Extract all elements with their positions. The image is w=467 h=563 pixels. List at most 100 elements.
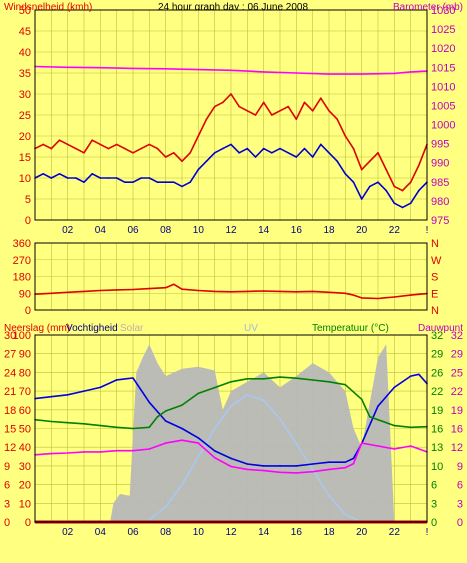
point-dewpoint-5 <box>115 449 118 452</box>
point-temperature-11 <box>197 392 200 395</box>
dewpoint-axis-title: Dauwpunt <box>418 323 463 334</box>
y-right-tick-temp_humidity-10: 32 <box>431 330 443 342</box>
point-gust-39 <box>352 147 355 150</box>
point-wind_avg-45 <box>401 206 404 209</box>
point-wind_avg-22 <box>213 152 216 154</box>
point-humidity-18 <box>328 461 330 464</box>
point-wind_avg-8 <box>99 177 102 179</box>
point-dewpoint-20 <box>352 462 355 465</box>
point-gust-46 <box>409 181 412 183</box>
point-dewpoint-17 <box>311 470 314 473</box>
point-dewpoint-9 <box>181 439 183 442</box>
point-direction-20 <box>344 292 347 295</box>
y-right-tick-wind_pressure-6: 1005 <box>431 100 455 112</box>
point-humidity-11 <box>213 450 216 452</box>
x-tick-temp_humidity-0: 02 <box>62 527 74 538</box>
y-left-tick-temp_humidity-2: 20 <box>19 480 31 492</box>
x-tick-wind_pressure-11: ! <box>426 225 429 236</box>
y-right-tick-temp_humidity-2: 6 <box>431 480 437 492</box>
point-dewpoint-24 <box>409 445 412 447</box>
series-solar-area <box>35 344 427 522</box>
point-direction-16 <box>279 290 281 293</box>
y-rain-tick-2: 6 <box>4 480 10 492</box>
point-temperature-14 <box>246 378 249 380</box>
point-gust-29 <box>271 114 273 116</box>
point-humidity-13 <box>246 463 249 465</box>
point-wind_avg-34 <box>311 156 314 158</box>
point-uv-7 <box>262 399 265 402</box>
y-right-tick-wind_pressure-8: 1015 <box>431 62 455 74</box>
point-wind_avg-15 <box>156 181 159 183</box>
y-right-alt-tick-9: 29 <box>451 349 463 361</box>
x-tick-temp_humidity-3: 08 <box>160 527 172 538</box>
point-pressure-7 <box>262 71 265 73</box>
y-left-tick-wind_pressure-9: 45 <box>19 26 31 38</box>
point-direction-6 <box>132 288 134 291</box>
x-tick-temp_humidity-8: 18 <box>323 527 335 538</box>
point-wind_avg-5 <box>75 177 77 179</box>
point-humidity-15 <box>279 465 281 467</box>
point-temperature-5 <box>115 426 118 429</box>
y-right-alt-tick-2: 6 <box>457 480 463 492</box>
point-humidity-25 <box>418 373 420 376</box>
point-uv-4 <box>213 427 216 430</box>
point-uv-11 <box>328 495 330 497</box>
point-pressure-3 <box>132 67 134 70</box>
point-wind_avg-17 <box>173 181 175 183</box>
y-right-tick-temp_humidity-3: 10 <box>431 461 443 473</box>
x-tick-wind_pressure-2: 06 <box>127 225 139 236</box>
point-wind_avg-39 <box>352 181 355 183</box>
point-humidity-22 <box>377 405 379 407</box>
y-right-alt-tick-3: 9 <box>457 461 463 473</box>
y-left-tick-direction-4: 360 <box>13 238 31 250</box>
point-gust-18 <box>181 160 183 162</box>
point-wind_avg-1 <box>42 173 44 175</box>
point-temperature-1 <box>50 420 53 423</box>
humidity-axis-title: Vochtigheid <box>66 323 118 334</box>
y-right-tick-wind_pressure-3: 990 <box>431 158 449 170</box>
y-right-alt-tick-1: 3 <box>457 498 463 510</box>
y-right-tick-wind_pressure-7: 1010 <box>431 81 455 93</box>
point-uv-3 <box>197 455 200 458</box>
y-left-tick-temp_humidity-7: 70 <box>19 386 31 398</box>
point-humidity-17 <box>311 463 314 465</box>
point-direction-17 <box>295 291 298 293</box>
point-dewpoint-22 <box>377 445 379 447</box>
y-rain-tick-9: 27 <box>4 349 16 361</box>
y-right-tick-direction-4: N <box>431 238 439 250</box>
point-humidity-12 <box>230 457 232 460</box>
point-humidity-23 <box>393 386 396 389</box>
y-right-tick-wind_pressure-9: 1020 <box>431 43 455 55</box>
y-left-tick-wind_pressure-2: 10 <box>19 173 31 185</box>
point-humidity-6 <box>132 377 134 379</box>
point-dewpoint-7 <box>148 448 151 450</box>
point-dewpoint-11 <box>213 456 216 459</box>
point-gust-3 <box>58 139 61 141</box>
point-uv-10 <box>311 468 314 471</box>
solar-label: Solar <box>120 323 144 334</box>
point-wind_avg-7 <box>91 173 93 175</box>
y-right-alt-tick-4: 12 <box>451 442 463 454</box>
uv-label: UV <box>244 323 258 334</box>
point-humidity-5 <box>115 379 118 381</box>
y-rain-tick-3: 9 <box>4 461 10 473</box>
y-right-tick-direction-2: S <box>431 272 438 284</box>
point-gust-35 <box>320 97 322 99</box>
point-gust-19 <box>189 152 191 154</box>
point-temperature-18 <box>311 379 314 381</box>
y-right-alt-tick-0: 0 <box>457 517 463 529</box>
y-left-tick-wind_pressure-8: 40 <box>19 47 31 59</box>
point-uv-12 <box>344 513 347 516</box>
point-gust-7 <box>91 139 93 141</box>
point-wind_avg-43 <box>385 189 388 192</box>
y-right-tick-wind_pressure-10: 1025 <box>431 24 455 36</box>
x-tick-temp_humidity-6: 14 <box>258 527 270 538</box>
y-left-tick-direction-3: 270 <box>13 255 31 267</box>
point-pressure-11 <box>393 72 396 75</box>
y-right-tick-temp_humidity-8: 26 <box>431 367 443 379</box>
y-right-tick-temp_humidity-7: 22 <box>431 386 443 398</box>
point-wind_avg-2 <box>50 177 53 179</box>
y-left-tick-wind_pressure-1: 5 <box>25 194 31 206</box>
point-temperature-8 <box>156 416 159 418</box>
